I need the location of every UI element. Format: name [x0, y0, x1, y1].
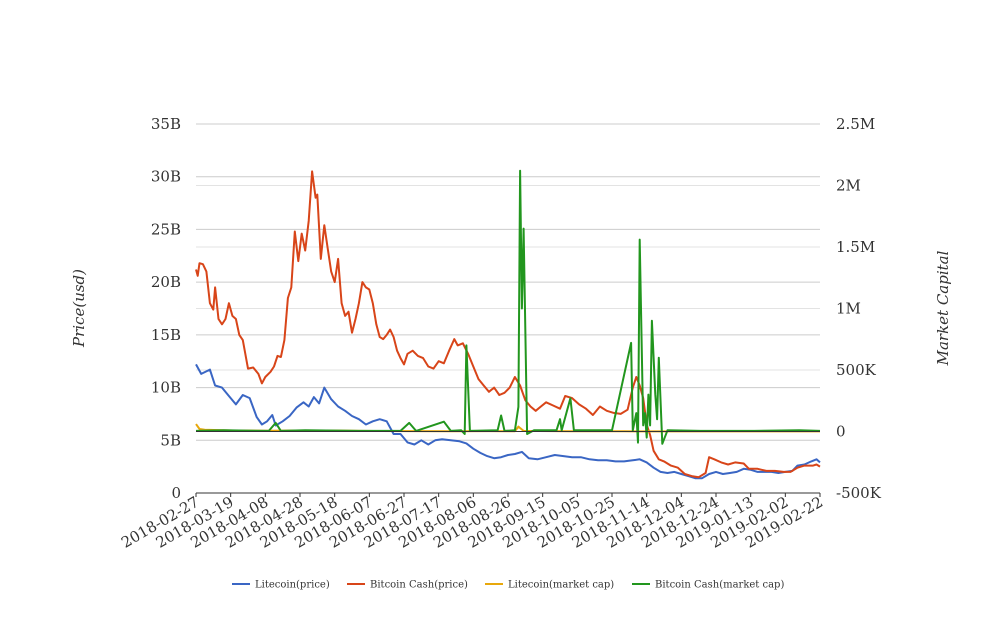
left-tick-label: 0: [171, 484, 181, 502]
series-line: [195, 169, 821, 445]
right-tick-label: 500K: [836, 361, 877, 379]
right-axis-title: Market Capital: [934, 250, 952, 366]
right-tick-label: 2.5M: [836, 115, 875, 133]
legend-item: Litecoin(price): [232, 580, 330, 591]
series-lines: [195, 169, 821, 480]
right-axis-ticks: -500K 0 500K 1M 1.5M 2M 2.5M: [836, 115, 882, 502]
legend-item: Bitcoin Cash(market cap): [632, 580, 784, 591]
left-tick-label: 20B: [151, 273, 181, 291]
x-axis-ticks: 2018-02-272018-03-192018-04-082018-04-28…: [118, 493, 826, 552]
left-tick-label: 25B: [151, 220, 181, 238]
right-tick-label: 1M: [836, 300, 861, 318]
left-axis-title: Price(usd): [70, 269, 88, 348]
left-tick-label: 35B: [151, 115, 181, 133]
legend-item: Litecoin(market cap): [485, 580, 614, 591]
left-tick-label: 15B: [151, 326, 181, 344]
legend: Litecoin(price) Bitcoin Cash(price) Liteco…: [232, 580, 784, 591]
legend-label: Bitcoin Cash(market cap): [655, 580, 784, 591]
legend-label: Bitcoin Cash(price): [370, 580, 468, 591]
left-tick-label: 5B: [160, 431, 181, 449]
legend-label: Litecoin(price): [255, 580, 330, 591]
legend-label: Litecoin(market cap): [508, 580, 614, 591]
left-tick-label: 10B: [151, 379, 181, 397]
series-line: [195, 363, 821, 480]
right-tick-label: 2M: [836, 177, 861, 195]
grid: [196, 123, 820, 441]
series-line: [195, 170, 821, 479]
left-axis-ticks: 0 5B 10B 15B 20B 25B 30B 35B: [151, 115, 181, 502]
left-tick-label: 30B: [151, 168, 181, 186]
right-tick-label: -500K: [836, 484, 882, 502]
right-tick-label: 0: [836, 423, 846, 441]
legend-item: Bitcoin Cash(price): [347, 580, 468, 591]
right-tick-label: 1.5M: [836, 238, 875, 256]
